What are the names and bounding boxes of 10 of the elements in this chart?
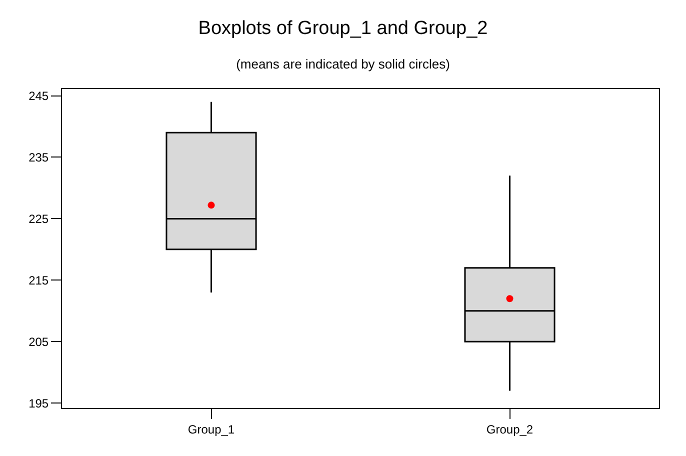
y-tick-label: 235 (28, 150, 49, 164)
y-tick-label: 205 (28, 334, 49, 349)
y-tick-label: 195 (28, 396, 49, 410)
y-tick-label: 215 (28, 273, 49, 288)
y-tick-label: 245 (28, 88, 49, 103)
x-tick-label: Group_1 (188, 422, 235, 436)
chart-subtitle: (means are indicated by solid circles) (236, 56, 450, 72)
x-tick-label: Group_2 (486, 422, 534, 436)
y-tick-label: 225 (28, 212, 49, 226)
chart-title: Boxplots of Group_1 and Group_2 (198, 18, 488, 39)
